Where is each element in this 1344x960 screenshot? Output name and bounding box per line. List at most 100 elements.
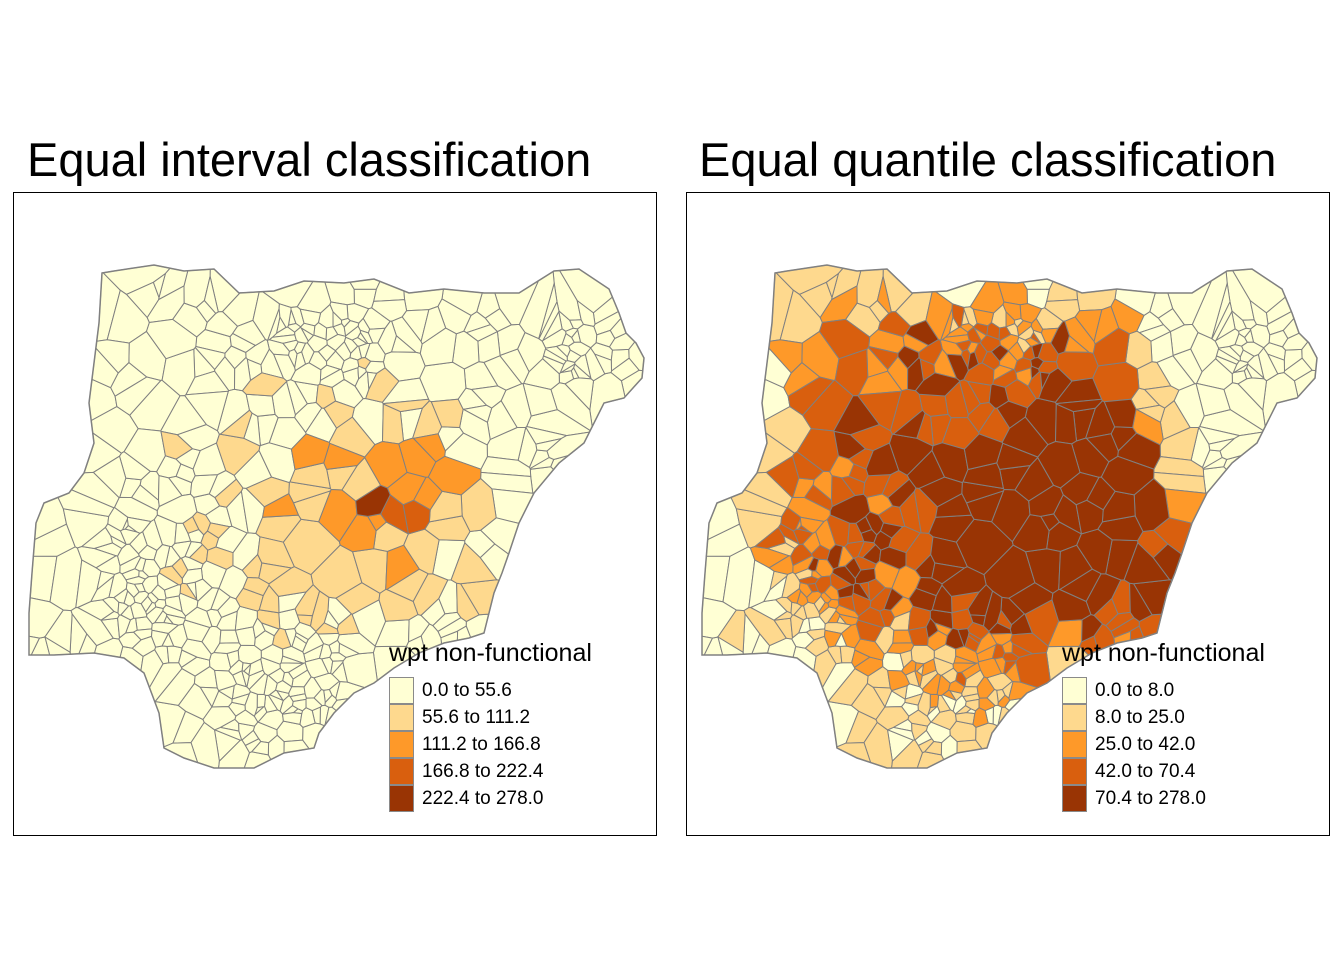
legend-item: 222.4 to 278.0	[389, 785, 592, 812]
lga-region	[219, 409, 253, 439]
lga-region	[202, 706, 237, 731]
lga-region	[1239, 349, 1255, 363]
lga-region	[365, 367, 400, 403]
map-title-equal-interval: Equal interval classification	[27, 133, 592, 186]
lga-region	[914, 372, 961, 397]
legend-title: wpt non-functional	[389, 639, 592, 667]
lga-region	[382, 398, 430, 413]
lga-region	[879, 522, 904, 539]
lga-region	[1002, 301, 1022, 321]
lga-region	[231, 319, 267, 346]
lga-region	[929, 693, 940, 709]
lga-region	[210, 587, 232, 611]
lga-region	[1016, 320, 1033, 337]
map-panel-equal-interval: wpt non-functional 0.0 to 55.6 55.6 to 1…	[13, 192, 657, 836]
legend-item: 25.0 to 42.0	[1062, 731, 1265, 758]
lga-region	[329, 301, 349, 321]
lga-region	[1123, 542, 1171, 585]
lga-region	[743, 606, 787, 647]
lga-region	[413, 476, 443, 511]
lga-region	[955, 339, 972, 352]
lga-region	[294, 351, 307, 372]
lga-region	[1051, 589, 1092, 622]
legend-swatch	[389, 758, 414, 785]
lga-region	[829, 493, 871, 524]
lga-region	[1228, 344, 1244, 358]
lga-region	[248, 658, 264, 677]
lga-region	[856, 390, 902, 432]
lga-region	[844, 557, 862, 580]
lga-region	[945, 627, 965, 650]
legend-item: 0.0 to 55.6	[389, 677, 592, 704]
map-title-equal-quantile: Equal quantile classification	[699, 133, 1277, 186]
lga-region	[181, 638, 212, 661]
lga-region	[923, 740, 943, 756]
lga-region	[790, 543, 813, 567]
lga-region	[1092, 327, 1130, 367]
lga-region	[1055, 398, 1103, 413]
lga-region	[420, 305, 447, 345]
lga-region	[205, 546, 234, 570]
lga-region	[80, 526, 113, 550]
lga-region	[786, 587, 802, 604]
lga-region	[290, 433, 331, 471]
lga-region	[823, 629, 843, 648]
lga-region	[996, 400, 1028, 429]
lga-region	[1202, 456, 1228, 470]
lga-region	[280, 655, 304, 664]
lga-region	[1009, 613, 1034, 636]
lga-region	[336, 613, 361, 636]
legend-swatch	[1062, 758, 1087, 785]
lga-region	[1058, 544, 1093, 590]
lga-region	[262, 493, 300, 518]
lga-region	[797, 524, 810, 533]
lga-region	[378, 589, 419, 622]
lga-region	[979, 334, 1001, 353]
lga-region	[248, 672, 269, 696]
lga-region	[1085, 433, 1119, 463]
lga-region	[113, 587, 129, 604]
map-panel-equal-quantile: wpt non-functional 0.0 to 8.0 8.0 to 25.…	[686, 192, 1330, 836]
lga-region	[953, 655, 977, 664]
lga-region	[1202, 466, 1228, 495]
lga-region	[818, 318, 871, 360]
lga-region	[991, 643, 1006, 660]
lga-region	[355, 484, 391, 517]
lga-region	[807, 556, 820, 572]
lga-region	[798, 575, 819, 585]
lga-region	[160, 430, 194, 460]
lga-region	[152, 272, 167, 300]
lga-region	[967, 351, 980, 372]
lga-region	[878, 546, 907, 570]
lga-region	[450, 542, 498, 585]
choropleth-map-equal-quantile	[701, 264, 1318, 769]
lga-region	[576, 299, 596, 327]
legend-label: 166.8 to 222.4	[422, 761, 544, 782]
legend-label: 0.0 to 8.0	[1095, 680, 1175, 701]
lga-region	[790, 614, 805, 639]
lga-region	[1011, 514, 1050, 553]
lga-region	[250, 740, 270, 756]
legend-swatch	[389, 785, 414, 812]
lga-region	[206, 522, 231, 539]
legend-swatch	[1062, 785, 1087, 812]
legend-item: 111.2 to 166.8	[389, 731, 592, 758]
lga-region	[1009, 632, 1049, 655]
legend-label: 111.2 to 166.8	[422, 734, 541, 755]
lga-region	[282, 339, 299, 352]
lga-region	[317, 344, 337, 363]
legend-item: 55.6 to 111.2	[389, 704, 592, 731]
lga-region	[564, 377, 595, 412]
lga-region	[978, 697, 996, 712]
legend-label: 55.6 to 111.2	[422, 707, 531, 728]
lga-region	[402, 499, 431, 535]
legend-item: 0.0 to 8.0	[1062, 677, 1265, 704]
legend-label: 8.0 to 25.0	[1095, 707, 1185, 728]
lga-region	[904, 319, 940, 346]
legend-label: 25.0 to 42.0	[1095, 734, 1196, 755]
lga-region	[282, 671, 294, 688]
legend-swatch	[389, 704, 414, 731]
lga-region	[179, 582, 199, 602]
lga-region	[787, 376, 835, 416]
lga-region	[305, 697, 323, 712]
